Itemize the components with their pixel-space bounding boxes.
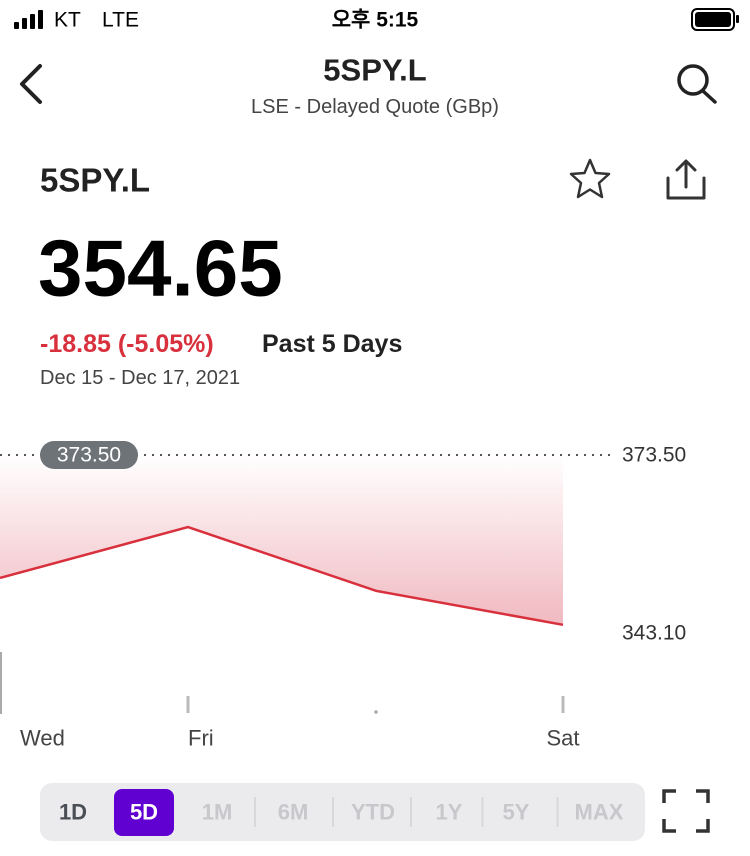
y-tick-label: 373.50	[622, 444, 686, 467]
range-tab[interactable]: YTD	[351, 800, 395, 825]
x-tick-label: Fri	[188, 726, 214, 751]
range-tab[interactable]: 1D	[59, 800, 87, 825]
range-tab[interactable]: 5Y	[503, 800, 530, 825]
price-change: -18.85 (-5.05%)	[40, 330, 214, 358]
symbol: 5SPY.L	[40, 162, 150, 199]
header-title: 5SPY.L	[323, 53, 426, 88]
share-button[interactable]	[666, 159, 706, 200]
x-tick	[374, 710, 378, 714]
reference-badge-label: 373.50	[57, 444, 121, 467]
range-tab-selected[interactable]	[114, 789, 174, 836]
x-tick-label: Sat	[546, 726, 579, 751]
range-bar	[40, 783, 645, 841]
range-tab[interactable]: 1Y	[436, 800, 463, 825]
range-tab[interactable]: 6M	[278, 800, 309, 825]
period: Past 5 Days	[262, 330, 402, 358]
back-button[interactable]	[20, 64, 42, 104]
price-line	[0, 525, 564, 627]
price-chart: 343.10 373.50 373.50 Wed Fri Sat	[0, 441, 686, 751]
area-fill	[0, 455, 563, 625]
range-tab[interactable]: 5D	[130, 800, 158, 825]
search-button[interactable]	[677, 64, 717, 104]
date-range: Dec 15 - Dec 17, 2021	[40, 367, 240, 389]
watchlist-star[interactable]	[569, 158, 611, 199]
fullscreen-button[interactable]	[662, 789, 710, 833]
header-subtitle: LSE - Delayed Quote (GBp)	[251, 96, 499, 118]
range-tab[interactable]: MAX	[575, 800, 624, 825]
reference-badge	[40, 441, 138, 469]
range-tabs: 1D 5D 1M 6M YTD 1Y 5Y MAX	[59, 789, 624, 836]
range-tab[interactable]: 1M	[202, 800, 233, 825]
clock: 오후 5:15	[332, 8, 419, 32]
carrier: KT	[54, 9, 81, 32]
y-tick-label: 343.10	[622, 622, 686, 645]
x-tick-label: Wed	[20, 726, 65, 751]
price: 354.65	[38, 224, 283, 313]
battery-icon	[691, 8, 739, 31]
network: LTE	[102, 9, 139, 32]
signal-icon	[14, 10, 43, 29]
